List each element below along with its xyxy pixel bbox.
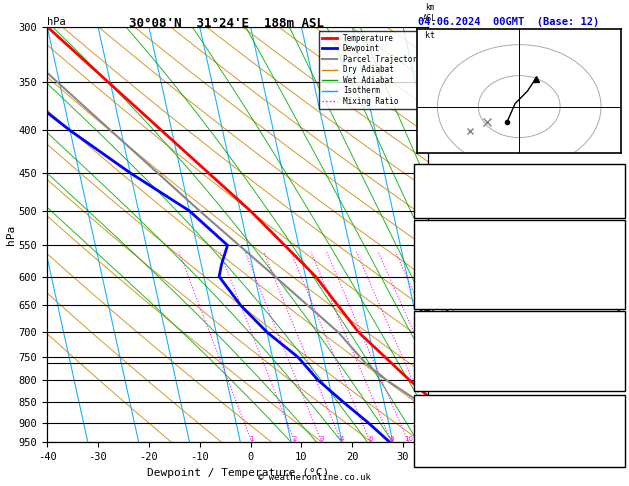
Text: 0: 0 xyxy=(615,291,621,300)
Text: 325: 325 xyxy=(604,343,621,352)
Text: EH: EH xyxy=(418,413,428,422)
Text: 6: 6 xyxy=(368,436,372,442)
Text: 9.4: 9.4 xyxy=(604,251,621,260)
Text: 8: 8 xyxy=(615,278,621,287)
Text: hPa: hPa xyxy=(47,17,66,27)
Text: 1: 1 xyxy=(431,418,437,427)
Text: 3: 3 xyxy=(320,436,324,442)
Text: kt: kt xyxy=(425,32,435,40)
Y-axis label: hPa: hPa xyxy=(6,225,16,244)
X-axis label: Dewpoint / Temperature (°C): Dewpoint / Temperature (°C) xyxy=(147,468,329,478)
Text: 8: 8 xyxy=(389,436,394,442)
Text: 30°08'N  31°24'E  188m ASL: 30°08'N 31°24'E 188m ASL xyxy=(129,17,324,30)
Text: CIN (J): CIN (J) xyxy=(418,304,455,313)
Text: Lifted Index: Lifted Index xyxy=(418,278,482,287)
Text: 32: 32 xyxy=(610,186,621,195)
Text: CAPE (J): CAPE (J) xyxy=(418,291,460,300)
Text: © weatheronline.co.uk: © weatheronline.co.uk xyxy=(258,473,371,482)
Text: 1.42: 1.42 xyxy=(599,202,621,211)
Text: 309°: 309° xyxy=(599,439,621,449)
Text: PW (cm): PW (cm) xyxy=(418,202,455,211)
Text: K: K xyxy=(418,170,423,179)
Text: 8: 8 xyxy=(431,82,437,91)
Text: 5: 5 xyxy=(431,234,437,243)
Text: 4: 4 xyxy=(340,436,344,442)
Text: Pressure (mb): Pressure (mb) xyxy=(418,330,487,339)
Text: Lifted Index: Lifted Index xyxy=(418,356,482,365)
Text: 6: 6 xyxy=(431,184,437,193)
Text: 950: 950 xyxy=(604,330,621,339)
Text: 324: 324 xyxy=(604,264,621,274)
Text: StmDir: StmDir xyxy=(418,439,450,449)
Text: θₑ (K): θₑ (K) xyxy=(418,343,450,352)
Legend: Temperature, Dewpoint, Parcel Trajectory, Dry Adiabat, Wet Adiabat, Isotherm, Mi: Temperature, Dewpoint, Parcel Trajectory… xyxy=(318,31,425,109)
Text: 15: 15 xyxy=(434,433,443,438)
Text: 0: 0 xyxy=(615,382,621,391)
Text: 25: 25 xyxy=(433,340,442,346)
Text: 2: 2 xyxy=(431,376,437,385)
Text: Dewp (°C): Dewp (°C) xyxy=(418,251,466,260)
Text: LCL: LCL xyxy=(431,358,447,367)
Text: 1: 1 xyxy=(250,436,254,442)
Text: -9: -9 xyxy=(610,426,621,435)
Text: 0: 0 xyxy=(615,369,621,378)
Text: Hodograph: Hodograph xyxy=(495,400,543,409)
Text: Totals Totals: Totals Totals xyxy=(418,186,487,195)
Text: -22: -22 xyxy=(604,413,621,422)
Text: Surface: Surface xyxy=(501,225,538,234)
Text: StmSpd (kt): StmSpd (kt) xyxy=(418,452,477,462)
Text: 20: 20 xyxy=(433,380,442,385)
Text: 27.5: 27.5 xyxy=(599,238,621,247)
Text: 9: 9 xyxy=(615,356,621,365)
Text: 4: 4 xyxy=(615,452,621,462)
Text: SREH: SREH xyxy=(418,426,439,435)
Text: 2: 2 xyxy=(293,436,298,442)
Text: 04.06.2024  00GMT  (Base: 12): 04.06.2024 00GMT (Base: 12) xyxy=(418,17,599,27)
Text: 7: 7 xyxy=(431,133,437,142)
Text: CIN (J): CIN (J) xyxy=(418,382,455,391)
Text: 10: 10 xyxy=(404,436,413,442)
Text: km
ASL: km ASL xyxy=(423,3,437,22)
Text: Most Unstable: Most Unstable xyxy=(484,316,554,326)
Text: CAPE (J): CAPE (J) xyxy=(418,369,460,378)
Text: Temp (°C): Temp (°C) xyxy=(418,238,466,247)
Text: -6: -6 xyxy=(610,170,621,179)
Text: 0: 0 xyxy=(615,304,621,313)
Y-axis label: Mixing Ratio (g/kg): Mixing Ratio (g/kg) xyxy=(437,179,447,290)
Text: θₑ(K): θₑ(K) xyxy=(418,264,445,274)
Text: 3: 3 xyxy=(431,328,437,337)
Text: 4: 4 xyxy=(431,281,437,291)
